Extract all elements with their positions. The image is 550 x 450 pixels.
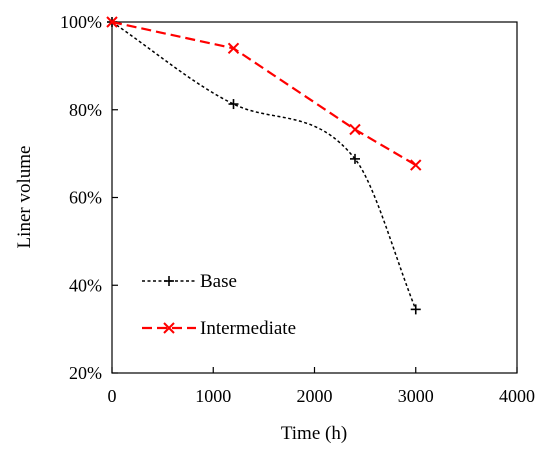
plot-frame xyxy=(111,21,518,374)
y-tick-label: 80% xyxy=(69,100,102,120)
data-point xyxy=(106,16,118,28)
data-point xyxy=(163,322,175,334)
x-tick-label: 0 xyxy=(108,386,117,406)
y-tick-label: 20% xyxy=(69,363,102,383)
legend-label: Base xyxy=(200,271,237,292)
x-axis: 0 1000 2000 3000 4000 xyxy=(108,367,535,406)
x-axis-title: Time (h) xyxy=(281,423,347,444)
data-point xyxy=(164,276,174,286)
x-tick-label: 1000 xyxy=(195,386,231,406)
data-point xyxy=(349,123,361,136)
x-tick-label: 3000 xyxy=(398,386,434,406)
data-point xyxy=(228,99,239,110)
legend-label: Intermediate xyxy=(200,318,296,339)
y-axis: 20% 40% 60% 80% 100% xyxy=(60,12,118,383)
series-intermediate xyxy=(106,16,422,171)
series-base xyxy=(107,17,421,315)
legend-item-intermediate: Intermediate xyxy=(142,318,296,339)
y-tick-label: 60% xyxy=(69,188,102,208)
y-tick-label: 100% xyxy=(60,12,102,32)
x-tick-label: 4000 xyxy=(499,386,535,406)
series-line xyxy=(111,20,417,166)
series-line xyxy=(111,21,417,310)
y-tick-label: 40% xyxy=(69,275,102,295)
x-tick-label: 2000 xyxy=(297,386,333,406)
legend: Base Intermediate xyxy=(142,271,296,339)
legend-item-base: Base xyxy=(142,271,237,292)
data-point xyxy=(410,304,421,315)
y-axis-title: Liner volume xyxy=(14,146,35,249)
data-point xyxy=(410,159,422,171)
series-layer xyxy=(106,16,422,315)
data-point xyxy=(350,153,360,164)
data-point xyxy=(227,42,240,55)
